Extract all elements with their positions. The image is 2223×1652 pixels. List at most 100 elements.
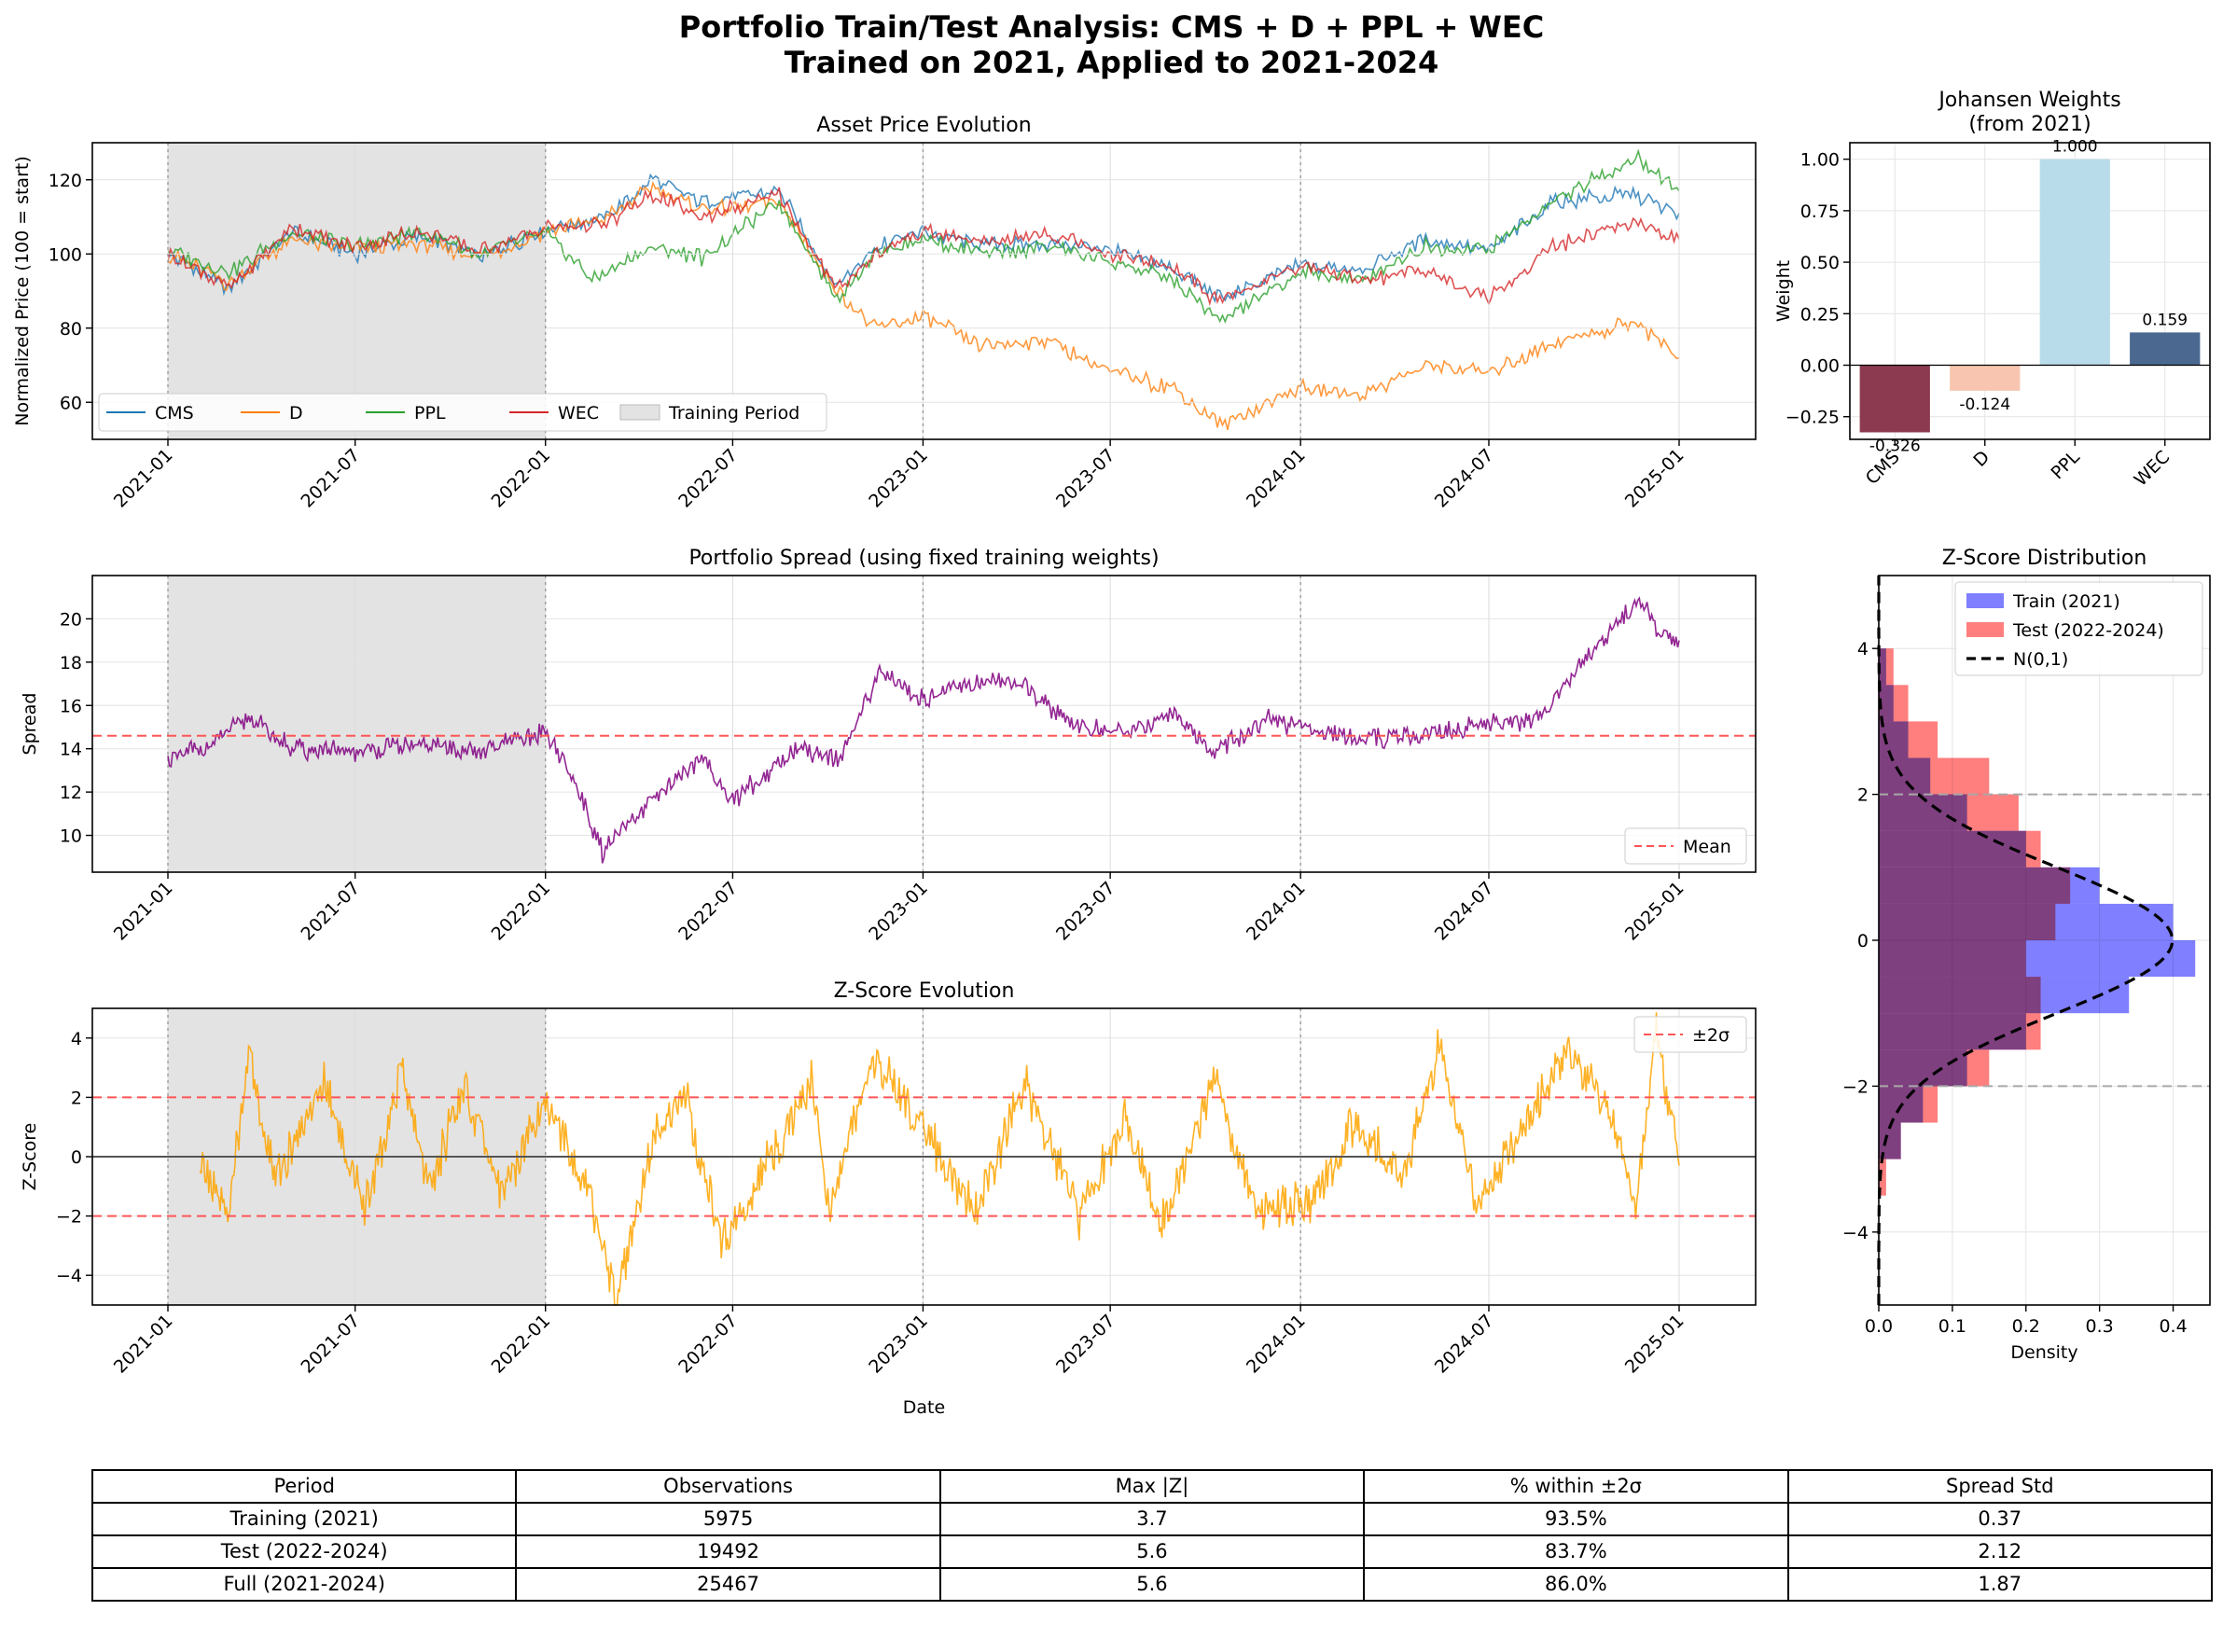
chart-title: Johansen Weights — [1937, 89, 2120, 112]
y-tick-label: 4 — [1857, 639, 1869, 659]
test-histogram-bar — [1879, 1086, 1938, 1123]
table-row: Test (2022-2024) 19492 5.6 83.7% 2.12 — [90, 1534, 2214, 1569]
y-tick-label: −0.25 — [1785, 408, 1840, 428]
x-tick-label: 2021-07 — [298, 445, 365, 512]
chart-title: Asset Price Evolution — [816, 114, 1031, 137]
axes-frame — [1878, 575, 2211, 1306]
y-tick-label: 0.00 — [1800, 356, 1840, 377]
legend-label: CMS — [155, 403, 194, 423]
y-tick-label: −2 — [56, 1207, 82, 1228]
y-tick-label: 2 — [71, 1088, 82, 1108]
x-tick-label: WEC — [2131, 447, 2174, 491]
y-tick-label: 1.00 — [1800, 150, 1840, 171]
axes-frame — [91, 575, 1757, 873]
x-tick-label: 2022-01 — [488, 1311, 555, 1378]
legend-swatch — [1966, 622, 2004, 637]
x-tick-label: 2024-07 — [1431, 445, 1498, 512]
y-tick-label: 20 — [60, 609, 82, 630]
table-cell: 83.7% — [1363, 1534, 1789, 1569]
y-axis-label: Z-Score — [20, 1123, 40, 1191]
test-histogram-bar — [1879, 977, 2041, 1014]
x-tick-label: 2021-01 — [110, 1311, 177, 1378]
test-histogram-bar — [1879, 903, 2056, 940]
x-tick-label: 2022-01 — [488, 878, 555, 945]
chart-title: Portfolio Spread (using fixed training w… — [688, 547, 1159, 570]
x-tick-label: 2024-01 — [1243, 1311, 1310, 1378]
y-tick-label: 0.50 — [1800, 253, 1840, 273]
test-histogram-bar — [1879, 757, 1990, 795]
y-tick-label: −2 — [1842, 1076, 1869, 1097]
x-tick-label: 2023-07 — [1052, 878, 1119, 945]
weight-bar-d — [1950, 365, 2021, 391]
table-header-cell: Period — [90, 1469, 518, 1504]
x-tick-label: 2023-01 — [865, 1311, 932, 1378]
axes-frame — [91, 1007, 1757, 1306]
chart-title: Z-Score Distribution — [1942, 547, 2147, 570]
legend-box — [98, 393, 827, 432]
legend-label: Train (2021) — [2012, 591, 2120, 612]
x-tick-label: D — [1969, 447, 1994, 471]
y-tick-label: −4 — [1842, 1223, 1869, 1243]
legend-label: WEC — [558, 403, 599, 423]
series-line-d — [167, 180, 1680, 431]
y-tick-label: 120 — [49, 171, 82, 191]
axes-frame — [91, 142, 1757, 440]
x-tick-label: 0.3 — [2086, 1316, 2114, 1337]
x-tick-label: PPL — [2048, 447, 2085, 484]
x-tick-label: 2025-01 — [1621, 878, 1688, 945]
table-cell: 3.7 — [938, 1502, 1366, 1536]
table-cell: 2.12 — [1786, 1534, 2214, 1569]
y-tick-label: 10 — [60, 826, 82, 847]
x-tick-label: 0.1 — [1938, 1316, 1966, 1337]
table-cell: 86.0% — [1363, 1567, 1789, 1602]
spread-line — [167, 596, 1680, 864]
bar-value-label: 0.159 — [2142, 311, 2188, 329]
figure-title-line-1: Portfolio Train/Test Analysis: CMS + D +… — [678, 9, 1545, 45]
x-tick-label: 2025-01 — [1621, 445, 1688, 512]
y-tick-label: −4 — [56, 1266, 82, 1286]
table-cell: 19492 — [515, 1534, 941, 1569]
x-tick-label: 2024-01 — [1243, 878, 1310, 945]
test-histogram-bar — [1879, 685, 1909, 722]
table-cell: 5.6 — [938, 1567, 1366, 1602]
table-cell: Test (2022-2024) — [90, 1534, 518, 1569]
legend-swatch — [1966, 593, 2004, 608]
y-tick-label: 16 — [60, 696, 82, 716]
y-tick-label: 4 — [71, 1029, 82, 1049]
series-line-wec — [167, 187, 1680, 307]
x-tick-label: 2022-07 — [674, 878, 742, 945]
y-tick-label: 14 — [60, 740, 82, 760]
x-tick-label: 2021-01 — [110, 878, 177, 945]
axes-frame — [1849, 142, 2211, 440]
table-cell: 93.5% — [1363, 1502, 1789, 1536]
x-tick-label: 2025-01 — [1621, 1311, 1688, 1378]
test-histogram-bar — [1879, 940, 2026, 978]
x-tick-label: 2022-07 — [674, 1311, 742, 1378]
table-cell: Full (2021-2024) — [90, 1567, 518, 1602]
x-axis-label: Date — [903, 1397, 945, 1418]
y-axis-label: Weight — [1773, 260, 1794, 322]
x-tick-label: 0.2 — [2012, 1316, 2040, 1337]
y-tick-label: 0.25 — [1800, 304, 1840, 325]
table-header-cell: Spread Std — [1786, 1469, 2214, 1504]
y-tick-label: 2 — [1857, 785, 1869, 806]
x-tick-label: 2021-01 — [110, 445, 177, 512]
legend-label: PPL — [414, 403, 446, 423]
chart-title: Z-Score Evolution — [834, 979, 1015, 1003]
legend-label: Training Period — [668, 403, 799, 423]
table-header-cell: % within ±2σ — [1363, 1469, 1789, 1504]
test-histogram-bar — [1879, 867, 2071, 904]
weight-bar-wec — [2130, 332, 2201, 366]
table-cell: 25467 — [515, 1567, 941, 1602]
legend-label: D — [289, 403, 303, 423]
x-tick-label: 2023-01 — [865, 445, 932, 512]
x-tick-label: 2023-01 — [865, 878, 932, 945]
x-tick-label: 2024-07 — [1431, 1311, 1498, 1378]
summary-table: Period Observations Max |Z| % within ±2σ… — [90, 1469, 2214, 1602]
series-line-ppl — [167, 148, 1680, 324]
training-period-shade — [168, 576, 546, 872]
figure-title-line-2: Trained on 2021, Applied to 2021-2024 — [784, 45, 1439, 80]
x-tick-label: 0.0 — [1865, 1316, 1893, 1337]
table-header-cell: Max |Z| — [938, 1469, 1366, 1504]
